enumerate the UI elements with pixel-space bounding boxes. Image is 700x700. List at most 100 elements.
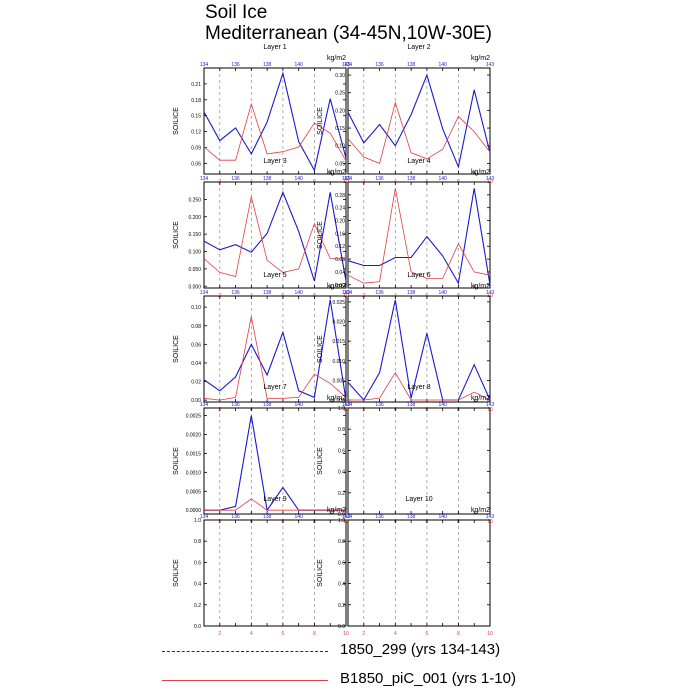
x-top-tick-label: 134 [344, 290, 353, 296]
y-axis-label: SOILICE [317, 559, 324, 587]
panel-title: Layer 1 [263, 44, 286, 51]
y-axis-label: SOILICE [173, 221, 180, 249]
series-line-1850-299 [203, 71, 347, 172]
y-tick-label: 0.16 [335, 231, 345, 237]
y-tick-label: 0.150 [188, 232, 201, 238]
x-top-tick-label: 143 [486, 176, 495, 182]
y-tick-label: 0.0 [338, 624, 345, 630]
series-line-b1850-pic-001 [204, 498, 346, 511]
y-tick-label: 0.10 [191, 305, 201, 311]
x-top-tick-label: 140 [294, 176, 303, 182]
panel-title: Layer 9 [263, 496, 286, 503]
x-top-tick-label: 134 [200, 290, 209, 296]
x-bottom-tick-label: 8 [313, 631, 316, 637]
x-top-tick-label: 143 [486, 62, 495, 68]
y-tick-label: 0.02 [191, 380, 201, 386]
y-axis-label: SOILICE [317, 221, 324, 249]
x-top-tick-label: 134 [200, 176, 209, 182]
units-label: kg/m2 [471, 169, 490, 176]
series-line-1850-299 [347, 188, 491, 285]
chart-panel-2: Layer 2kg/m2SOILICE246810134136138140143… [317, 44, 494, 185]
x-top-tick-label: 138 [407, 402, 416, 408]
x-top-tick-label: 138 [263, 62, 272, 68]
y-tick-label: 0.0010 [186, 470, 202, 476]
x-bottom-tick-label: 6 [425, 631, 428, 637]
y-tick-label: 1.0 [338, 406, 345, 412]
chart-panel-1: Layer 1kg/m2SOILICE246810134136138140143… [173, 44, 350, 185]
y-tick-label: 0.6 [338, 560, 345, 566]
y-tick-label: 0.015 [332, 339, 345, 345]
panel-title: Layer 6 [407, 272, 430, 279]
y-tick-label: 0.8 [194, 539, 201, 545]
x-top-tick-label: 138 [407, 514, 416, 520]
x-bottom-tick-label: 8 [457, 631, 460, 637]
y-tick-label: 0.28 [335, 193, 345, 199]
panel-title: Layer 3 [263, 158, 286, 165]
y-tick-label: 0.08 [335, 257, 345, 263]
y-tick-label: 0.0020 [186, 433, 202, 439]
x-top-tick-label: 138 [407, 176, 416, 182]
x-top-tick-label: 140 [294, 402, 303, 408]
x-bottom-tick-label: 10 [487, 631, 493, 637]
legend-series1-label: 1850_299 (yrs 134-143) [340, 641, 501, 658]
x-top-tick-label: 138 [407, 62, 416, 68]
panel-title: Layer 7 [263, 384, 286, 391]
x-bottom-tick-label: 4 [394, 631, 397, 637]
x-top-tick-label: 138 [263, 176, 272, 182]
units-label: kg/m2 [471, 55, 490, 62]
y-tick-label: 0.06 [191, 342, 201, 348]
x-top-tick-label: 136 [375, 514, 384, 520]
x-top-tick-label: 136 [375, 290, 384, 296]
x-top-tick-label: 143 [342, 514, 351, 520]
x-top-tick-label: 140 [438, 290, 447, 296]
y-axis-label: SOILICE [173, 559, 180, 587]
y-tick-label: 0.04 [335, 270, 345, 276]
x-top-tick-label: 136 [231, 176, 240, 182]
y-tick-label: 0.100 [188, 250, 201, 256]
x-top-tick-label: 134 [200, 62, 209, 68]
y-axis-label: SOILICE [173, 447, 180, 475]
y-tick-label: 0.200 [188, 215, 201, 221]
y-tick-label: 0.6 [194, 560, 201, 566]
y-tick-label: 0.050 [188, 267, 201, 273]
panel-title: Layer 2 [407, 44, 430, 51]
x-top-tick-label: 136 [231, 514, 240, 520]
y-tick-label: 0.20 [335, 219, 345, 225]
x-top-tick-label: 143 [486, 402, 495, 408]
series-line-b1850-pic-001 [347, 101, 491, 164]
x-top-tick-label: 136 [231, 62, 240, 68]
x-top-tick-label: 136 [375, 402, 384, 408]
y-tick-label: 0.4 [338, 470, 345, 476]
x-top-tick-label: 134 [344, 402, 353, 408]
x-top-tick-label: 134 [344, 62, 353, 68]
x-top-tick-label: 138 [263, 290, 272, 296]
y-axis-label: SOILICE [317, 107, 324, 135]
x-top-tick-label: 136 [375, 176, 384, 182]
y-tick-label: 0.24 [335, 206, 345, 212]
legend-series2-line [162, 680, 328, 681]
series-line-b1850-pic-001 [347, 188, 491, 284]
panel-title: Layer 10 [405, 496, 432, 503]
y-tick-label: 0.2 [338, 491, 345, 497]
y-tick-label: 0.0 [338, 512, 345, 518]
x-top-tick-label: 140 [438, 176, 447, 182]
chart-panel-3: Layer 3kg/m2SOILICE246810134136138140143… [173, 158, 350, 299]
series-line-1850-299 [347, 73, 491, 169]
chart-panel-8: Layer 8kg/m2SOILICE246810134136138140143… [317, 384, 494, 525]
y-tick-label: 1.0 [194, 518, 201, 524]
x-top-tick-label: 134 [344, 514, 353, 520]
y-tick-label: 0.09 [191, 146, 201, 152]
chart-panel-6: Layer 6kg/m2SOILICE246810134136138140143… [317, 272, 494, 413]
y-tick-label: 0.21 [191, 82, 201, 88]
plot-frame [203, 67, 347, 175]
y-tick-label: 0.000 [188, 284, 201, 290]
x-top-tick-label: 138 [263, 402, 272, 408]
y-tick-label: 0.020 [332, 320, 345, 326]
x-top-tick-label: 136 [375, 62, 384, 68]
chart-panel-5: Layer 5kg/m2SOILICE246810134136138140143… [173, 272, 350, 413]
y-axis-label: SOILICE [173, 335, 180, 363]
y-tick-label: 0.00 [191, 398, 201, 404]
series-line-b1850-pic-001 [348, 371, 491, 401]
y-tick-label: 0.250 [188, 197, 201, 203]
y-tick-label: 0.6 [338, 448, 345, 454]
